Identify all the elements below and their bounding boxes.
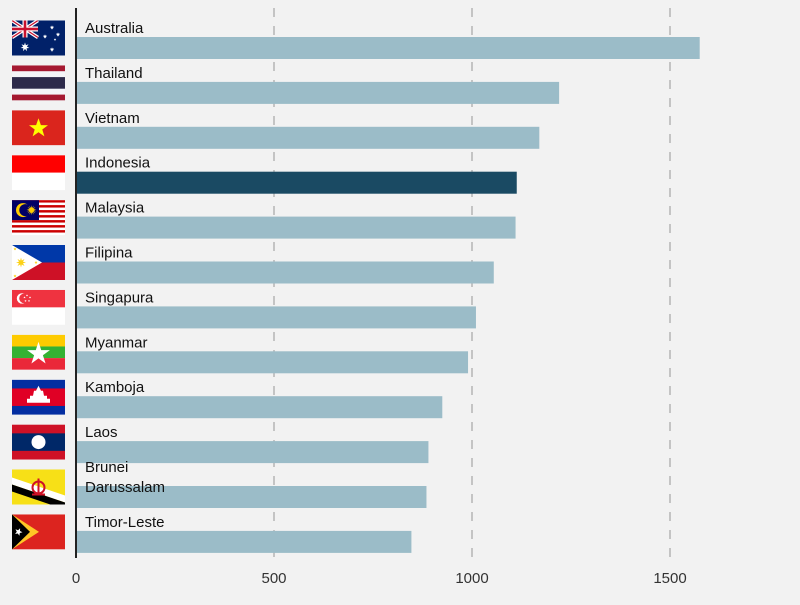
cambodia-flag xyxy=(12,379,65,415)
bar-australia xyxy=(76,37,700,59)
category-label: Brunei xyxy=(85,459,128,476)
singapore-flag xyxy=(12,289,65,325)
bar-laos xyxy=(76,441,429,464)
philippines-flag xyxy=(12,245,65,280)
x-tick-label: 0 xyxy=(72,570,80,587)
category-label: Darussalam xyxy=(85,479,165,496)
x-tick-labels: 0 500 1000 1500 xyxy=(72,570,687,587)
thailand-flag xyxy=(12,65,65,101)
category-label: Timor-Leste xyxy=(85,514,164,531)
timor-leste-flag xyxy=(12,514,65,550)
category-label: Singapura xyxy=(85,289,154,306)
australia-flag xyxy=(12,20,65,56)
x-tick-label: 1500 xyxy=(653,570,686,587)
category-label: Filipina xyxy=(85,245,133,262)
category-label: Malaysia xyxy=(85,200,145,217)
bar-vietnam xyxy=(76,126,540,149)
x-tick-label: 1000 xyxy=(455,570,488,587)
bar-malaysia xyxy=(76,216,516,239)
bar-myanmar xyxy=(76,351,469,374)
category-label: Myanmar xyxy=(85,334,148,351)
category-label: Australia xyxy=(85,20,144,37)
indonesia-flag xyxy=(12,155,65,191)
bar-cambodia xyxy=(76,396,443,419)
category-label: Kamboja xyxy=(85,379,145,396)
bar-timor-leste xyxy=(76,530,412,553)
laos-flag xyxy=(12,424,65,460)
category-label: Vietnam xyxy=(85,110,140,127)
category-label: Thailand xyxy=(85,65,143,82)
category-labels: Australia Thailand Vietnam Indonesia Malaysi… xyxy=(85,20,165,531)
bar-indonesia xyxy=(76,171,517,194)
x-tick-label: 500 xyxy=(261,570,286,587)
category-label: Indonesia xyxy=(85,155,151,172)
bar-singapore xyxy=(76,306,476,329)
category-label: Laos xyxy=(85,424,118,441)
bars xyxy=(76,37,700,553)
vietnam-flag xyxy=(12,110,65,146)
bar-thailand xyxy=(76,81,560,104)
bar-brunei xyxy=(76,486,427,508)
flags xyxy=(12,20,65,550)
malaysia-flag xyxy=(12,200,65,236)
bar-philippines xyxy=(76,261,494,284)
myanmar-flag xyxy=(12,334,65,370)
brunei-flag xyxy=(12,469,65,505)
